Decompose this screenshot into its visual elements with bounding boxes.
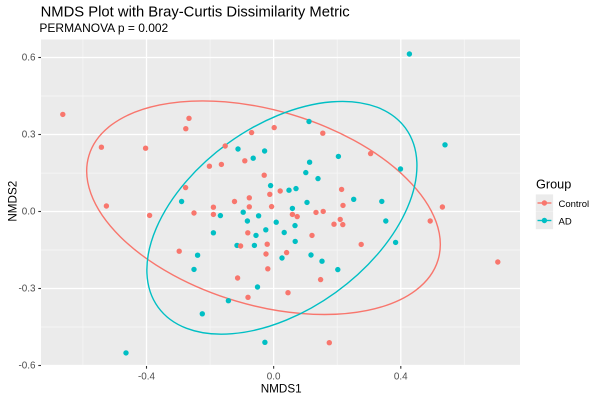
- svg-text:AD: AD: [559, 216, 572, 227]
- svg-text:NMDS1: NMDS1: [261, 382, 302, 395]
- svg-text:0.0: 0.0: [267, 372, 281, 383]
- svg-text:0.6: 0.6: [22, 53, 36, 64]
- svg-text:NMDS2: NMDS2: [6, 181, 19, 222]
- svg-text:PERMANOVA p = 0.002: PERMANOVA p = 0.002: [39, 21, 168, 35]
- svg-text:Control: Control: [559, 199, 590, 210]
- svg-text:0.3: 0.3: [22, 130, 36, 141]
- svg-text:-0.4: -0.4: [138, 372, 156, 383]
- svg-text:Group: Group: [536, 178, 571, 192]
- svg-text:0.4: 0.4: [394, 372, 408, 383]
- svg-text:-0.6: -0.6: [18, 361, 36, 372]
- svg-text:NMDS Plot with Bray-Curtis Dis: NMDS Plot with Bray-Curtis Dissimilarity…: [41, 4, 351, 20]
- svg-text:-0.3: -0.3: [18, 284, 36, 295]
- svg-text:0.0: 0.0: [22, 207, 36, 218]
